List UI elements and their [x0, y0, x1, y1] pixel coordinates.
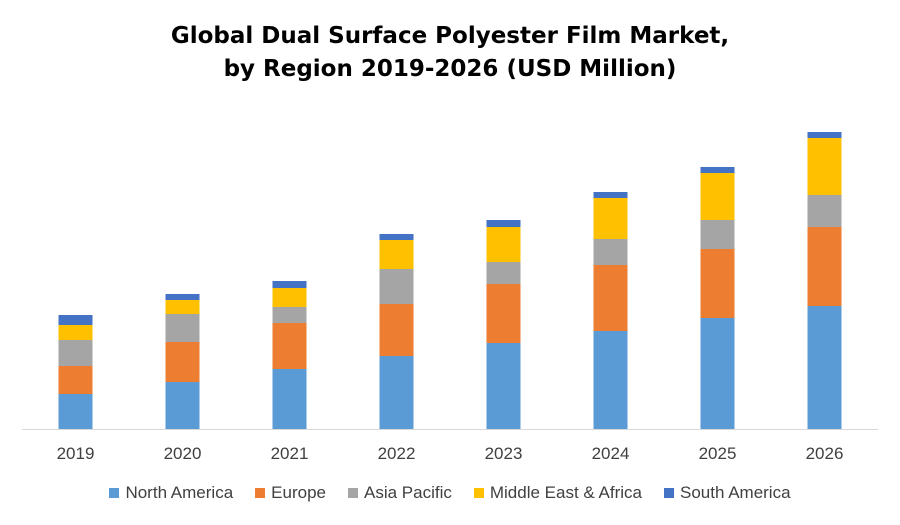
- bar-segment-europe-2019: [58, 366, 93, 394]
- legend-label: North America: [125, 483, 234, 502]
- legend-swatch: [663, 488, 674, 498]
- bar-segment-asia-pacific-2024: [593, 239, 628, 265]
- bar-segment-middle-east-africa-2021: [272, 288, 307, 307]
- bar-segment-middle-east-africa-2019: [58, 325, 93, 340]
- x-tick-label: 2019: [57, 444, 95, 463]
- bar-segment-middle-east-africa-2026: [807, 138, 842, 195]
- bar-segment-north-america-2019: [58, 394, 93, 429]
- x-tick-label: 2020: [164, 444, 202, 463]
- x-tick-label: 2023: [485, 444, 523, 463]
- bar-segment-south-america-2026: [807, 132, 842, 138]
- bar-segment-middle-east-africa-2020: [165, 300, 200, 314]
- bar-segment-asia-pacific-2023: [486, 262, 521, 284]
- bar-segment-middle-east-africa-2024: [593, 198, 628, 239]
- bar-segment-south-america-2023: [486, 220, 521, 227]
- legend-swatch: [109, 488, 120, 498]
- bar-segment-asia-pacific-2019: [58, 340, 93, 366]
- chart-title-line-1: Global Dual Surface Polyester Film Marke…: [170, 23, 730, 49]
- legend-label: Middle East & Africa: [489, 483, 642, 502]
- bar-segment-europe-2025: [700, 249, 735, 318]
- bar-segment-north-america-2022: [379, 356, 414, 429]
- chart-title: Global Dual Surface Polyester Film Marke…: [0, 20, 900, 86]
- bar-segment-asia-pacific-2025: [700, 220, 735, 249]
- bar-segment-south-america-2021: [272, 281, 307, 288]
- bar-segment-south-america-2019: [58, 315, 93, 325]
- bar-segment-europe-2024: [593, 265, 628, 331]
- bar-segment-south-america-2020: [165, 294, 200, 300]
- legend-item: South America: [663, 483, 791, 503]
- legend-item: North America: [109, 483, 233, 503]
- bar-segment-south-america-2022: [379, 234, 414, 240]
- bar-segment-north-america-2024: [593, 331, 628, 429]
- x-tick-label: 2026: [806, 444, 844, 463]
- bar-segment-asia-pacific-2020: [165, 314, 200, 342]
- chart-legend: North America Europe Asia Pacific Middle Ea…: [0, 483, 900, 503]
- legend-swatch: [347, 488, 358, 498]
- bar-segment-europe-2021: [272, 323, 307, 369]
- bar-segment-europe-2022: [379, 304, 414, 356]
- bar-segment-asia-pacific-2021: [272, 307, 307, 323]
- bar-segment-middle-east-africa-2022: [379, 240, 414, 269]
- bar-segment-middle-east-africa-2025: [700, 173, 735, 220]
- x-tick-label: 2024: [592, 444, 630, 463]
- bar-segment-south-america-2024: [593, 192, 628, 198]
- bar-segment-north-america-2023: [486, 343, 521, 429]
- bar-segment-north-america-2021: [272, 369, 307, 429]
- legend-item: Asia Pacific: [347, 483, 452, 503]
- bar-segment-south-america-2025: [700, 167, 735, 173]
- bar-segment-asia-pacific-2026: [807, 195, 842, 227]
- legend-label: Asia Pacific: [363, 483, 452, 502]
- bar-segment-europe-2026: [807, 227, 842, 306]
- bar-segment-north-america-2026: [807, 306, 842, 429]
- bar-segment-europe-2023: [486, 284, 521, 343]
- bar-segment-asia-pacific-2022: [379, 269, 414, 304]
- chart-title-line-2: by Region 2019-2026 (USD Million): [223, 56, 677, 82]
- stacked-bar-chart: 2019 2020 2021 2022 2023 2024 2025 2026: [22, 132, 878, 463]
- legend-label: Europe: [271, 483, 326, 502]
- x-tick-label: 2025: [699, 444, 737, 463]
- bar-segment-north-america-2025: [700, 318, 735, 429]
- x-tick-label: 2021: [271, 444, 309, 463]
- legend-swatch: [255, 488, 266, 498]
- legend-item: Europe: [255, 483, 326, 503]
- bar-segment-middle-east-africa-2023: [486, 227, 521, 262]
- legend-label: South America: [679, 483, 791, 502]
- legend-item: Middle East & Africa: [473, 483, 642, 503]
- x-tick-label: 2022: [378, 444, 416, 463]
- bar-segment-north-america-2020: [165, 382, 200, 429]
- bar-segment-europe-2020: [165, 342, 200, 382]
- legend-swatch: [473, 488, 484, 498]
